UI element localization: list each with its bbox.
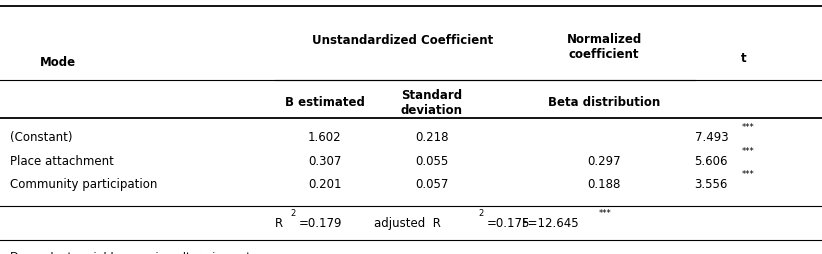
- Text: (Constant): (Constant): [10, 131, 72, 144]
- Text: ***: ***: [598, 209, 612, 218]
- Text: B estimated: B estimated: [284, 96, 365, 109]
- Text: Normalized
coefficient: Normalized coefficient: [566, 33, 642, 61]
- Text: ***: ***: [741, 170, 755, 179]
- Text: 7.493: 7.493: [695, 131, 728, 144]
- Text: 0.057: 0.057: [415, 178, 448, 191]
- Text: F=12.645: F=12.645: [522, 217, 580, 230]
- Text: Standard
deviation: Standard deviation: [400, 89, 463, 117]
- Text: Unstandardized Coefficient: Unstandardized Coefficient: [312, 34, 493, 47]
- Text: Place attachment: Place attachment: [10, 155, 113, 168]
- Text: t: t: [741, 52, 746, 65]
- Text: Mode: Mode: [39, 56, 76, 69]
- Text: adjusted  R: adjusted R: [374, 217, 441, 230]
- Text: 0.218: 0.218: [415, 131, 448, 144]
- Text: 0.307: 0.307: [308, 155, 341, 168]
- Text: =0.179: =0.179: [298, 217, 342, 230]
- Text: 1.602: 1.602: [308, 131, 341, 144]
- Text: 0.188: 0.188: [588, 178, 621, 191]
- Text: 0.055: 0.055: [415, 155, 448, 168]
- Text: Beta distribution: Beta distribution: [548, 96, 660, 109]
- Text: 0.297: 0.297: [588, 155, 621, 168]
- Text: 2: 2: [290, 209, 295, 218]
- Text: 5.606: 5.606: [695, 155, 728, 168]
- Text: 0.201: 0.201: [308, 178, 341, 191]
- Text: ***: ***: [741, 123, 755, 132]
- Text: Community participation: Community participation: [10, 178, 157, 191]
- Text: 3.556: 3.556: [695, 178, 728, 191]
- Text: Dependent variable = socio-culture impact: Dependent variable = socio-culture impac…: [10, 251, 251, 254]
- Text: =0.175: =0.175: [487, 217, 530, 230]
- Text: R: R: [275, 217, 284, 230]
- Text: ***: ***: [741, 147, 755, 156]
- Text: 2: 2: [478, 209, 483, 218]
